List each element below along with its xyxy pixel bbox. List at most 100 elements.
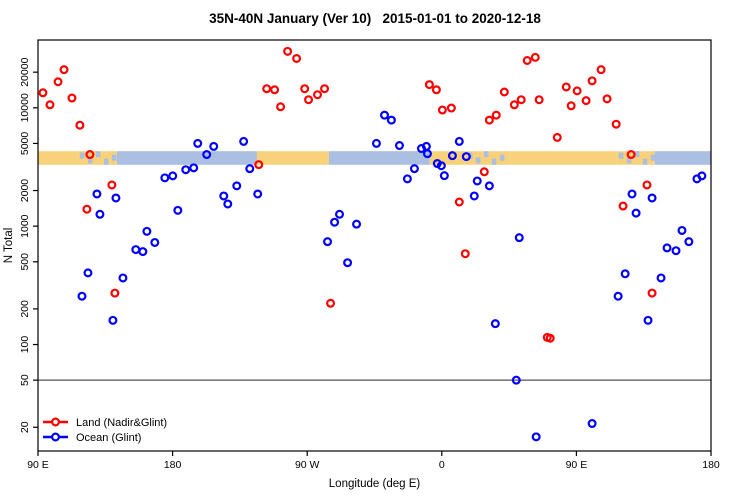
ocean-point: [436, 161, 446, 171]
land-point: [626, 150, 636, 160]
ocean-point: [394, 141, 404, 151]
land-point: [254, 160, 264, 170]
ocean-point: [142, 226, 152, 236]
band-segment-ocean: [328, 151, 430, 165]
land-point: [479, 167, 489, 177]
ocean-point: [253, 189, 263, 199]
ocean-point: [193, 138, 203, 148]
ocean-point: [380, 110, 390, 120]
band-speckle-ocean: [626, 157, 632, 164]
land-point: [454, 197, 464, 207]
y-tick-label: 1000: [19, 214, 31, 238]
ocean-point: [168, 171, 178, 181]
ocean-point: [138, 247, 148, 257]
x-axis: 90 E 180 90 W 0 90 E 180 Longitude (deg E): [27, 451, 720, 490]
ocean-point: [131, 245, 141, 255]
band-segment-ocean: [116, 151, 257, 165]
land-point: [45, 100, 55, 110]
ocean-point: [343, 258, 353, 268]
land-point: [460, 249, 470, 259]
ocean-point: [202, 150, 212, 160]
band-speckle-ocean: [618, 152, 624, 159]
band-speckle-ocean: [483, 151, 489, 158]
y-tick-label: 100: [19, 336, 31, 354]
y-axis: 20 50 100 200 500 1000 2000 5000 10000 20000 N Tot…: [3, 57, 38, 433]
ocean-point: [352, 219, 362, 229]
ocean-point: [111, 193, 121, 203]
land-point: [437, 105, 447, 115]
land-point: [587, 76, 597, 86]
band-speckle-ocean: [491, 158, 497, 165]
ocean-point: [656, 273, 666, 283]
legend-marker: [50, 417, 60, 427]
ocean-point: [335, 209, 345, 219]
ocean-point: [472, 176, 482, 186]
band-speckle-ocean: [111, 154, 117, 161]
x-tick-label: 90 W: [295, 459, 320, 471]
ocean-point: [160, 173, 170, 183]
land-point: [491, 110, 501, 120]
ocean-point: [627, 189, 637, 199]
y-tick-label: 500: [19, 253, 31, 271]
ocean-point: [108, 315, 118, 325]
ocean-point: [613, 291, 623, 301]
ocean-point: [643, 315, 653, 325]
band-speckle-ocean: [103, 158, 109, 165]
land-point: [596, 65, 606, 75]
land-point: [320, 84, 330, 94]
land-point: [446, 103, 456, 113]
ocean-point: [514, 233, 524, 243]
land-point: [561, 82, 571, 92]
land-point: [534, 95, 544, 105]
land-point: [530, 52, 540, 62]
ocean-point: [511, 375, 521, 385]
y-tick-label: 2000: [19, 179, 31, 203]
ocean-point: [223, 199, 233, 209]
band-segment-land: [256, 151, 329, 165]
band-speckle-ocean: [642, 158, 648, 165]
land-point: [618, 201, 628, 211]
ocean-point: [239, 136, 249, 146]
band-segment-ocean: [654, 151, 711, 165]
land-point: [82, 204, 92, 214]
band-speckle-ocean: [650, 154, 656, 161]
band-speckle-ocean: [87, 157, 93, 164]
ocean-series: [77, 110, 707, 442]
land-point: [75, 120, 85, 130]
land-series: [38, 46, 657, 343]
ocean-point: [181, 165, 191, 175]
land-point: [431, 85, 441, 95]
land-point: [85, 150, 95, 160]
land-point: [292, 53, 302, 63]
chart-title: 35N-40N January (Ver 10) 2015-01-01 to 2…: [209, 11, 541, 26]
ocean-point: [484, 181, 494, 191]
legend-label: Land (Nadir&Glint): [76, 417, 167, 429]
land-point: [276, 102, 286, 112]
land-ocean-band: [38, 151, 711, 165]
ocean-point: [402, 174, 412, 184]
x-tick-label: 0: [439, 459, 445, 471]
land-point: [581, 96, 591, 106]
land-point: [611, 119, 621, 129]
plot-box: [37, 39, 712, 452]
ocean-point: [697, 171, 707, 181]
land-point: [509, 100, 519, 110]
ocean-point: [620, 269, 630, 279]
ocean-point: [677, 225, 687, 235]
ocean-point: [209, 141, 219, 151]
ocean-point: [454, 136, 464, 146]
ocean-point: [684, 237, 694, 247]
ocean-point: [409, 164, 419, 174]
y-tick-label: 50: [19, 374, 31, 386]
land-point: [67, 93, 77, 103]
band-speckle-ocean: [95, 151, 101, 158]
y-axis-title: N Total: [3, 228, 15, 264]
ocean-point: [662, 243, 672, 253]
land-point: [516, 95, 526, 105]
land-point: [53, 77, 63, 87]
ocean-point: [323, 237, 333, 247]
band-speckle-ocean: [79, 152, 85, 159]
x-tick-label: 90 E: [27, 459, 49, 471]
land-point: [424, 80, 434, 90]
